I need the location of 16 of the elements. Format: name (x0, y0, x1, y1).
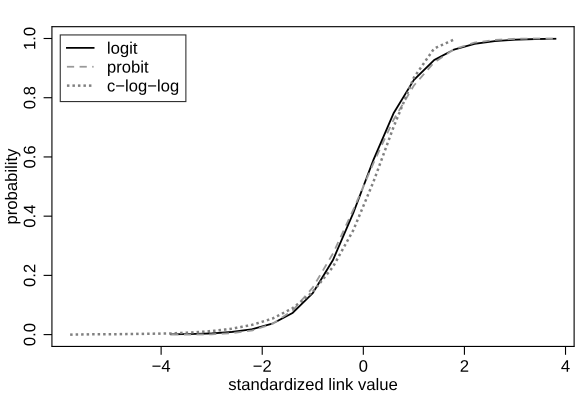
x-tick-label: 4 (561, 360, 570, 372)
y-tick-label: 0.6 (24, 146, 36, 168)
legend-label: c−log−log (108, 79, 178, 95)
legend-label: probit (108, 60, 148, 76)
y-tick-label: 0.8 (24, 86, 36, 109)
x-tick-label: 0 (359, 360, 368, 372)
y-tick-label: 0.0 (24, 324, 36, 346)
y-tick-label: 0.4 (24, 205, 36, 228)
y-tick-label: 1.0 (24, 28, 36, 49)
y-tick-label: 0.2 (24, 264, 36, 286)
x-axis-title: standardized link value (228, 378, 398, 390)
x-tick-label: −4 (152, 360, 170, 372)
y-axis-title: probability (4, 148, 20, 224)
legend-label: logit (108, 42, 138, 58)
x-tick-label: 2 (460, 360, 468, 372)
x-tick-label: −2 (254, 360, 271, 372)
